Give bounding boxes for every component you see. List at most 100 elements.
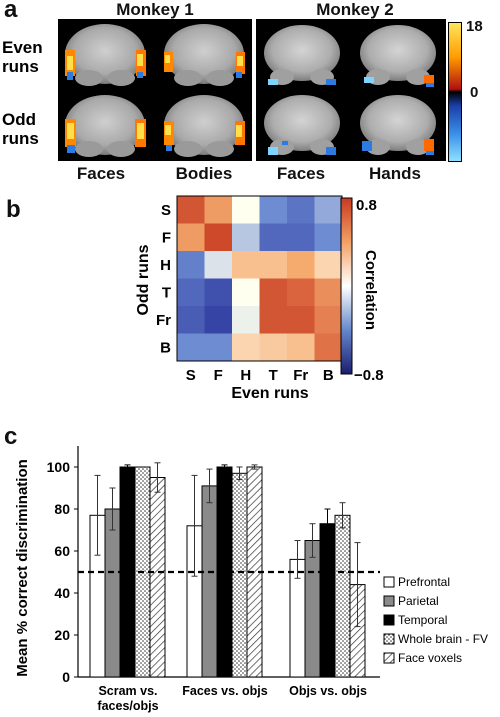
monkey1-brain-slices xyxy=(65,24,245,157)
matrix-col-label: B xyxy=(323,367,334,384)
matrix-col-label: S xyxy=(186,367,196,384)
matrix-row-label: B xyxy=(160,339,171,356)
y-tick-label: 0 xyxy=(62,669,70,685)
correlation-colorbar xyxy=(340,197,353,375)
bar-chart-ylabel: Mean % correct discrimination xyxy=(14,459,31,677)
corr-colorbar-label: Correlation xyxy=(362,250,379,330)
matrix-col-label: T xyxy=(269,367,278,384)
col-label-hands-m2: Hands xyxy=(369,164,421,183)
bar-whole-brain-fv-2 xyxy=(334,514,351,678)
panel-c-letter: c xyxy=(4,423,18,450)
bar-chart-axes: 0 20 40 60 80 100 xyxy=(47,446,380,685)
colorbar-a-zero: 0 xyxy=(470,84,479,101)
corr-colorbar-min: −0.8 xyxy=(354,367,384,384)
matrix-cell-T-Fr xyxy=(287,278,315,307)
y-tick-label: 20 xyxy=(54,627,70,643)
col-label-faces-m1: Faces xyxy=(76,164,126,183)
matrix-cell-H-F xyxy=(204,251,233,279)
matrix-cell-F-B xyxy=(314,223,343,252)
colorbar-a-max: 18 xyxy=(466,18,483,35)
matrix-cell-T-H xyxy=(232,278,260,307)
matrix-col-label: H xyxy=(240,367,251,384)
legend-label: Temporal xyxy=(398,613,447,627)
matrix-cell-S-H xyxy=(232,196,260,224)
matrix-cell-B-H xyxy=(232,333,260,362)
legend-swatch xyxy=(383,595,395,607)
category-label: Faces vs. objs xyxy=(182,684,268,698)
monkey2-brain-panel xyxy=(256,19,446,161)
col-label-bodies-m1: Bodies xyxy=(175,164,233,183)
bar-chart-category-labels: Scram vs.faces/objs Faces vs. objs Objs vs… xyxy=(97,684,367,713)
row-label-even-line2: runs xyxy=(2,57,39,76)
legend-label: Parietal xyxy=(398,594,439,608)
legend-label: Prefrontal xyxy=(398,575,450,589)
bar-chart: 0 20 40 60 80 100 Prefrontal Parietal Temporal W… xyxy=(14,446,488,713)
matrix-row-label: F xyxy=(162,229,171,246)
brain-slice-faces-odd xyxy=(65,95,146,157)
matrix-row-label: S xyxy=(161,202,171,219)
category-label: Scram vs. xyxy=(98,684,157,698)
bar-chart-bars xyxy=(89,466,366,678)
monkey1-brain-panel xyxy=(58,19,252,161)
legend-label: Face voxels xyxy=(398,651,462,665)
monkey2-header: Monkey 2 xyxy=(316,0,394,19)
matrix-cell-T-F xyxy=(204,278,233,307)
matrix-cell-B-B xyxy=(314,333,343,362)
monkey2-brain-slices xyxy=(264,25,436,155)
matrix-cell-Fr-Fr xyxy=(287,306,315,334)
matrix-cell-B-F xyxy=(204,333,233,362)
bar-parietal-2 xyxy=(304,540,321,678)
matrix-cell-Fr-F xyxy=(204,306,233,334)
y-tick-label: 100 xyxy=(47,459,71,475)
brain-slice-bodies-odd xyxy=(164,95,245,157)
y-tick-label: 40 xyxy=(54,585,70,601)
brain-slice-faces-even xyxy=(65,24,146,86)
bar-parietal-0 xyxy=(104,508,121,678)
matrix-row-label: T xyxy=(162,284,171,301)
brain-slice-m2-hands-even xyxy=(360,25,436,87)
legend-label: Whole brain - FV xyxy=(398,632,488,646)
matrix-cell-H-T xyxy=(259,251,288,279)
matrix-cell-S-F xyxy=(204,196,233,224)
row-label-odd-line2: runs xyxy=(2,129,39,148)
legend-swatch xyxy=(383,614,395,626)
matrix-cell-S-Fr xyxy=(287,196,315,224)
matrix-cell-B-Fr xyxy=(287,333,315,362)
row-label-odd: Odd runs xyxy=(2,110,39,148)
brain-slice-bodies-even xyxy=(164,24,245,86)
panel-a-letter: a xyxy=(4,0,18,23)
row-label-even: Even runs xyxy=(2,38,43,76)
matrix-cell-Fr-H xyxy=(232,306,260,334)
row-label-even-line1: Even xyxy=(2,38,43,57)
matrix-cell-H-S xyxy=(177,251,205,279)
bar-whole-brain-fv-1 xyxy=(231,472,248,678)
matrix-cell-Fr-B xyxy=(314,306,343,334)
matrix-cell-H-Fr xyxy=(287,251,315,279)
brain-slice-m2-faces-even xyxy=(264,25,340,85)
matrix-cell-H-B xyxy=(314,251,343,279)
matrix-row-label: Fr xyxy=(156,312,171,329)
matrix-cell-B-T xyxy=(259,333,288,362)
panel-b-letter: b xyxy=(6,196,21,223)
matrix-ylabel: Odd runs xyxy=(135,244,152,315)
matrix-cell-F-Fr xyxy=(287,223,315,252)
matrix-col-label: F xyxy=(214,367,223,384)
legend-swatch xyxy=(383,633,395,645)
matrix-cell-T-T xyxy=(259,278,288,307)
legend-swatch xyxy=(383,652,395,664)
bar-chart-legend: Prefrontal Parietal Temporal Whole brain - … xyxy=(383,575,488,665)
bar-chart-errorbars xyxy=(94,462,361,628)
matrix-row-label: H xyxy=(160,257,171,274)
bar-parietal-1 xyxy=(201,485,218,678)
matrix-cell-S-T xyxy=(259,196,288,224)
brain-slice-m2-faces-odd xyxy=(264,95,340,155)
bar-temporal-2 xyxy=(319,523,336,678)
matrix-cell-H-H xyxy=(232,251,260,279)
legend-swatch xyxy=(383,576,395,588)
matrix-cell-F-T xyxy=(259,223,288,252)
panel-a-colorbar xyxy=(448,22,462,162)
y-tick-label: 60 xyxy=(54,543,70,559)
corr-colorbar-max: 0.8 xyxy=(356,197,377,214)
matrix-cell-T-S xyxy=(177,278,205,307)
